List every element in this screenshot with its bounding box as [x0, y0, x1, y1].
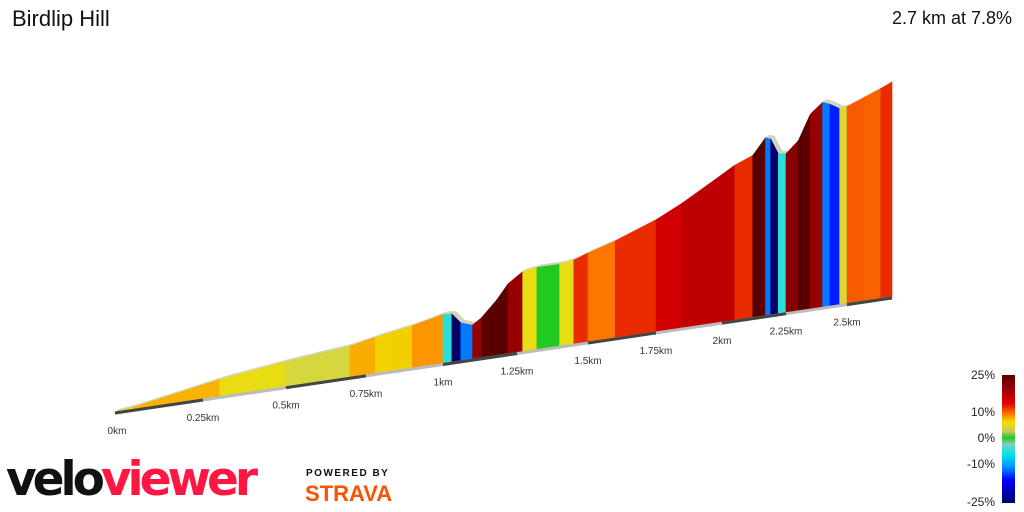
axis-band — [721, 312, 787, 325]
x-tick-label: 2.5km — [833, 318, 860, 329]
gradient-segment — [880, 81, 893, 300]
profile-top-surface — [375, 330, 392, 338]
profile-top-surface — [219, 367, 257, 380]
profile-top-surface — [412, 311, 447, 327]
legend-label-min: -25% — [966, 495, 995, 509]
gradient-segment — [810, 101, 823, 310]
gradient-segment — [770, 138, 779, 316]
legend-label-max: 25% — [970, 368, 995, 382]
gradient-segment — [460, 322, 473, 362]
profile-top-surface — [387, 323, 417, 334]
x-tick-label: 0.5km — [272, 401, 299, 412]
segment-title: Birdlip Hill — [12, 6, 110, 31]
gradient-segment — [387, 325, 413, 373]
gradient-segment — [536, 263, 560, 350]
gradient-segment — [507, 271, 523, 355]
gradient-segment — [752, 136, 766, 318]
gradient-segment — [495, 282, 509, 356]
profile-top-surface — [132, 398, 155, 408]
gradient-color-legend — [1002, 375, 1015, 503]
x-tick-label: 1km — [434, 377, 453, 388]
gradient-segment — [614, 219, 657, 339]
profile-top-surface — [150, 387, 190, 402]
gradient-segment — [708, 164, 736, 325]
gradient-segment — [765, 137, 771, 317]
x-tick-label: 0km — [108, 426, 127, 437]
gradient-segment — [778, 153, 787, 315]
legend-label-0: 0% — [977, 431, 995, 445]
gradient-segment — [734, 155, 754, 321]
veloviewer-logo: veloviewer — [6, 452, 258, 507]
x-tick-label: 1.75km — [640, 346, 673, 357]
gradient-segment — [559, 259, 575, 347]
x-tick-label: 0.75km — [350, 389, 383, 400]
profile-top-surface — [522, 264, 541, 272]
axis-band — [285, 374, 367, 390]
profile-top-surface — [536, 261, 564, 268]
gradient-segment — [839, 106, 848, 306]
gradient-segment — [829, 103, 840, 307]
strava-logo: STRAVA — [305, 481, 393, 506]
profile-top-surface — [451, 311, 465, 323]
axis-band — [846, 296, 893, 307]
x-tick-label: 1.5km — [574, 356, 601, 367]
profile-top-surface — [252, 358, 290, 371]
profile-top-surface — [286, 350, 322, 362]
gradient-segment — [822, 101, 831, 308]
gradient-segment — [846, 96, 866, 305]
profile-top-surface — [318, 343, 354, 354]
gradient-segment — [785, 140, 799, 314]
gradient-segment — [374, 333, 388, 374]
x-tick-label: 0.25km — [187, 413, 220, 424]
segment-summary: 2.7 km at 7.8% — [891, 8, 1012, 28]
gradient-segment — [522, 267, 538, 353]
x-tick-label: 2.25km — [770, 327, 803, 338]
gradient-segment — [797, 113, 811, 312]
profile-top-surface — [839, 103, 851, 109]
gradient-segment — [442, 313, 453, 364]
axis-band — [587, 331, 657, 345]
axis-band — [442, 352, 518, 366]
powered-by-label: POWERED BY — [306, 468, 390, 479]
profile-top-surface — [185, 376, 224, 391]
x-tick-label: 1.25km — [501, 367, 534, 378]
profile-top-surface — [778, 150, 790, 154]
profile-top-surface — [460, 319, 477, 326]
profile-top-surface — [350, 334, 380, 347]
gradient-segment — [451, 313, 462, 363]
legend-label-neg10: -10% — [966, 457, 995, 471]
profile-top-surface — [115, 404, 137, 412]
profile-top-surface — [443, 311, 456, 315]
gradient-segment — [411, 314, 444, 369]
gradient-segment — [682, 183, 710, 329]
axis-band — [114, 398, 204, 415]
x-tick-label: 2km — [713, 336, 732, 347]
legend-label-10: 10% — [970, 405, 995, 419]
profile-top-surface — [765, 134, 775, 139]
gradient-segment — [864, 88, 882, 302]
gradient-segment — [655, 202, 683, 333]
gradient-segment — [573, 252, 589, 345]
profile-top-surface — [770, 135, 783, 154]
profile-top-surface — [829, 101, 844, 109]
profile-top-surface — [559, 257, 578, 265]
gradient-segment — [587, 240, 616, 343]
gradient-segment — [481, 299, 497, 359]
gradient-segment — [472, 317, 482, 360]
